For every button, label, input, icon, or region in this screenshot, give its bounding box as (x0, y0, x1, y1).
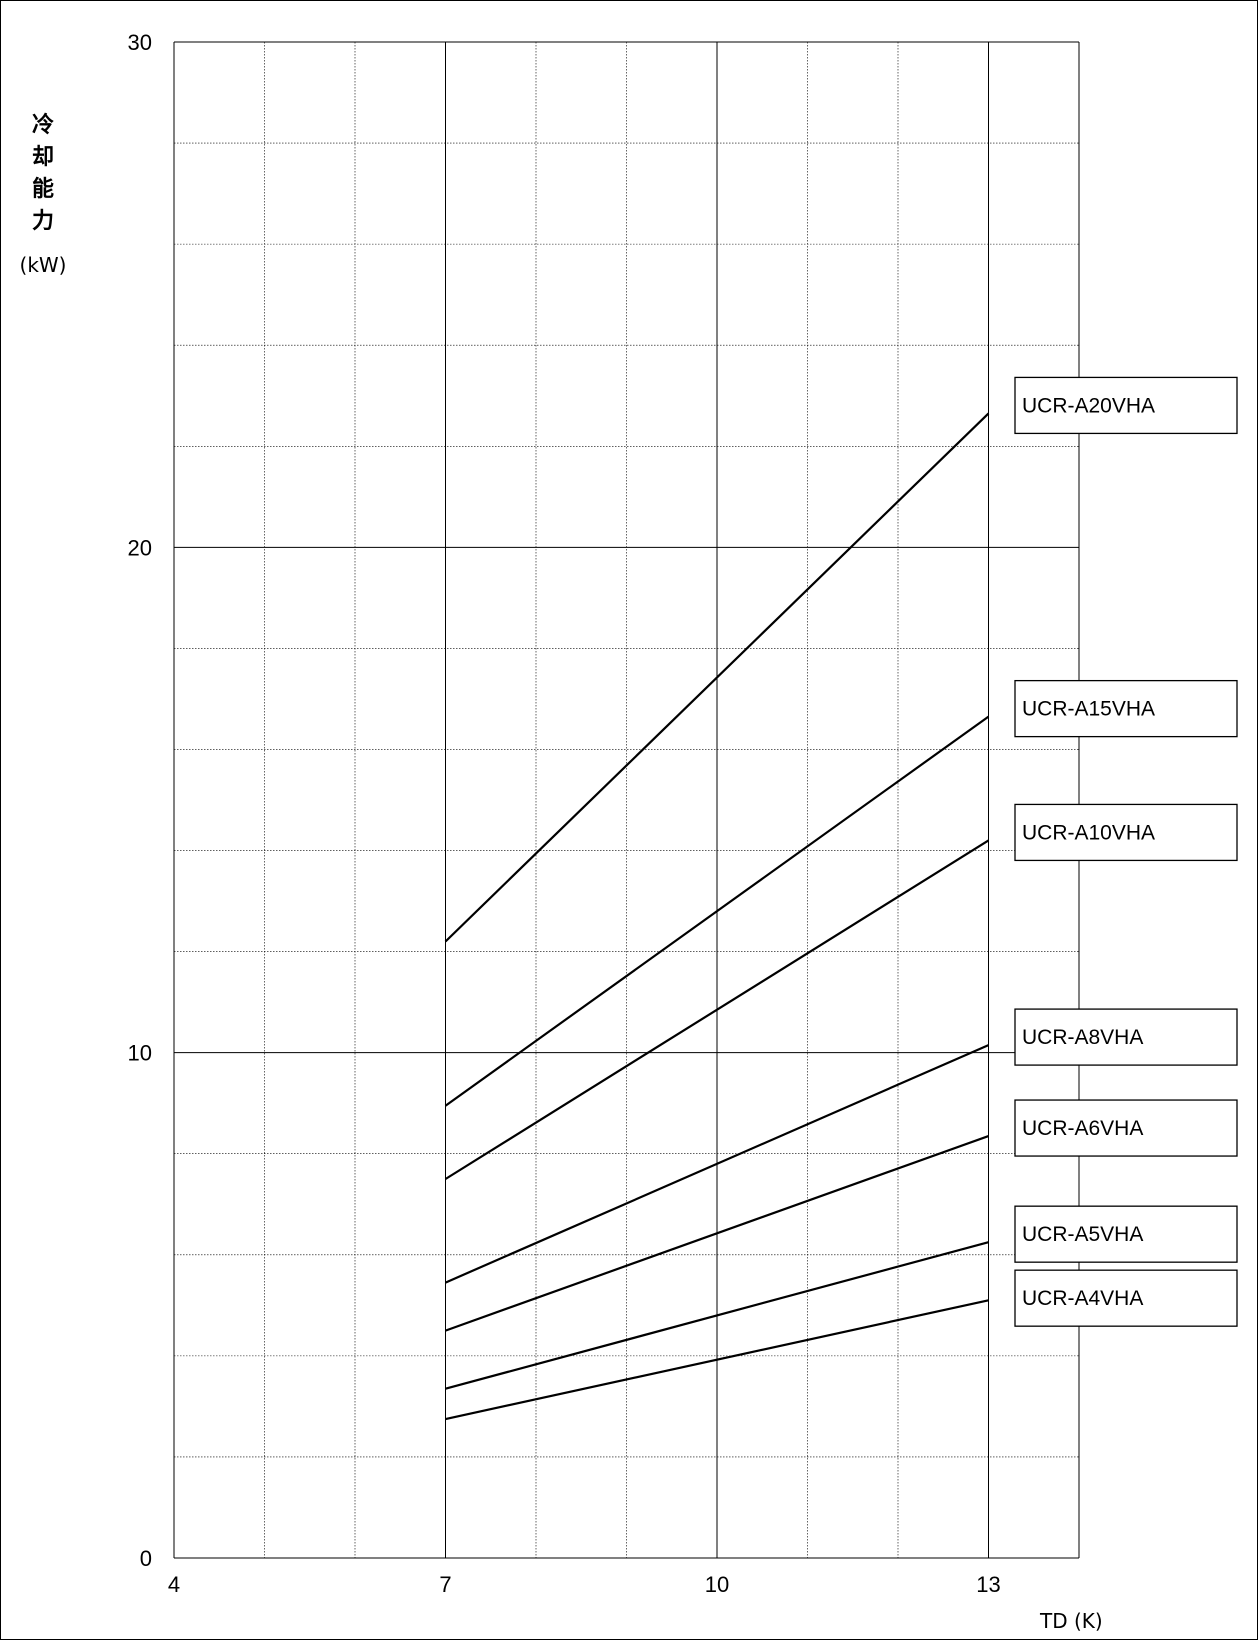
legend-entry: UCR-A10VHA (1014, 803, 1238, 862)
legend-entry: UCR-A8VHA (1014, 1008, 1238, 1066)
legend-label: UCR-A10VHA (1022, 821, 1155, 844)
legend-box (1014, 1269, 1238, 1327)
legend-box (1014, 1099, 1238, 1157)
x-tick-label: 4 (168, 1572, 180, 1597)
x-tick-label: 10 (705, 1572, 729, 1597)
x-tick-label: 13 (976, 1572, 1000, 1597)
series-line (445, 1044, 989, 1284)
legend-box (1014, 679, 1238, 738)
legend-label: UCR-A4VHA (1022, 1287, 1143, 1310)
y-label-unit: (kW) (20, 253, 67, 277)
series-line (445, 1135, 989, 1332)
y-label-char: 能 (32, 176, 54, 202)
y-label-char: 却 (32, 145, 54, 170)
legend-box (1014, 803, 1238, 862)
legend-entry: UCR-A20VHA (1014, 376, 1238, 435)
legend-entry: UCR-A5VHA (1014, 1205, 1238, 1263)
legend-label: UCR-A8VHA (1022, 1026, 1143, 1049)
y-tick-label: 20 (128, 535, 152, 560)
legend-entry: UCR-A4VHA (1014, 1269, 1238, 1327)
x-axis-label: TD (K) (1039, 1609, 1103, 1633)
y-label-char: 力 (32, 209, 54, 234)
legend-label: UCR-A5VHA (1022, 1223, 1143, 1246)
legend-box (1014, 1008, 1238, 1066)
series-line (445, 1241, 989, 1390)
legend-label: UCR-A6VHA (1022, 1117, 1143, 1140)
y-tick-label: 0 (140, 1546, 152, 1571)
series-line (444, 412, 990, 943)
y-label-char: 冷 (32, 112, 54, 138)
x-tick-labels: 4 7 10 13 (168, 1572, 1001, 1597)
y-tick-label: 30 (128, 30, 152, 55)
series-lines (444, 412, 990, 1421)
legend-label: UCR-A15VHA (1022, 698, 1155, 721)
series-line (445, 1299, 989, 1421)
x-tick-label: 7 (439, 1572, 451, 1597)
y-tick-labels: 0 10 20 30 (128, 30, 152, 1571)
legend: UCR-A20VHA UCR-A15VHA UCR-A10VHA UCR-A8VHA U… (1014, 376, 1238, 1327)
series-line (444, 839, 990, 1180)
legend-entry: UCR-A15VHA (1014, 679, 1238, 738)
series-line (444, 715, 990, 1107)
grid (173, 41, 1080, 1559)
legend-box (1014, 376, 1238, 435)
legend-label: UCR-A20VHA (1022, 394, 1155, 417)
y-tick-label: 10 (128, 1041, 152, 1066)
legend-box (1014, 1205, 1238, 1263)
legend-entry: UCR-A6VHA (1014, 1099, 1238, 1157)
